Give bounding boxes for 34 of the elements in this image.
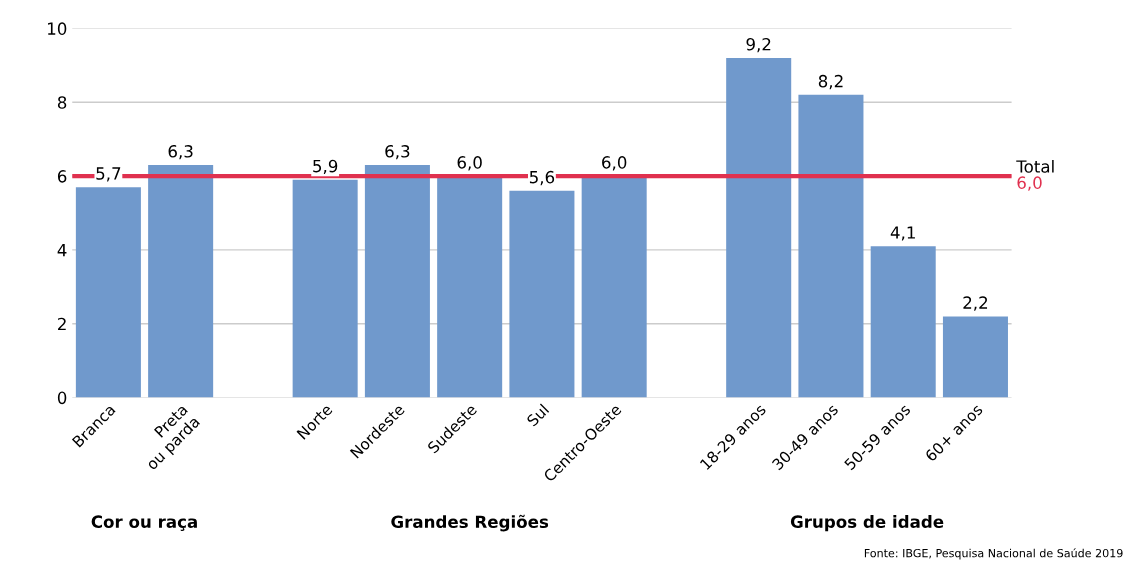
data-label: 9,2 (746, 37, 771, 53)
data-label: 6,0 (602, 156, 627, 171)
source-note: Fonte: IBGE, Pesquisa Nacional de Saúde 2019 (864, 548, 1123, 560)
data-label: 5,9 (313, 159, 338, 175)
data-label: 4,1 (890, 226, 915, 241)
text: 6,0 (1017, 176, 1042, 191)
bar (581, 176, 647, 398)
text: Cor ou raça (91, 515, 197, 531)
bar (798, 94, 864, 398)
text: Grupos de idade (790, 515, 944, 532)
y-tick-label: 8 (57, 96, 67, 109)
bar (364, 165, 430, 398)
data-label: 6,3 (385, 145, 410, 160)
y-tick-label: 2 (58, 317, 66, 331)
bar (726, 57, 792, 398)
bar (292, 179, 358, 398)
y-tick-label: 10 (48, 22, 67, 35)
bar (870, 246, 936, 398)
data-label: 2,2 (963, 296, 988, 311)
y-tick-label: 4 (57, 244, 67, 257)
bar (148, 165, 214, 398)
data-label: 8,2 (818, 74, 843, 90)
text: Grandes Regiões (391, 514, 549, 532)
ref-line-label: Total (1016, 159, 1054, 173)
data-label: 5,6 (529, 170, 555, 186)
data-label: 6,3 (168, 145, 193, 160)
bar (75, 187, 141, 398)
bar (942, 316, 1008, 398)
y-tick-label: 0 (57, 391, 67, 405)
bar (509, 190, 575, 398)
data-label: 5,7 (96, 167, 121, 182)
data-label: 6,0 (457, 156, 482, 171)
bar (437, 176, 503, 398)
y-tick-label: 6 (57, 170, 67, 183)
